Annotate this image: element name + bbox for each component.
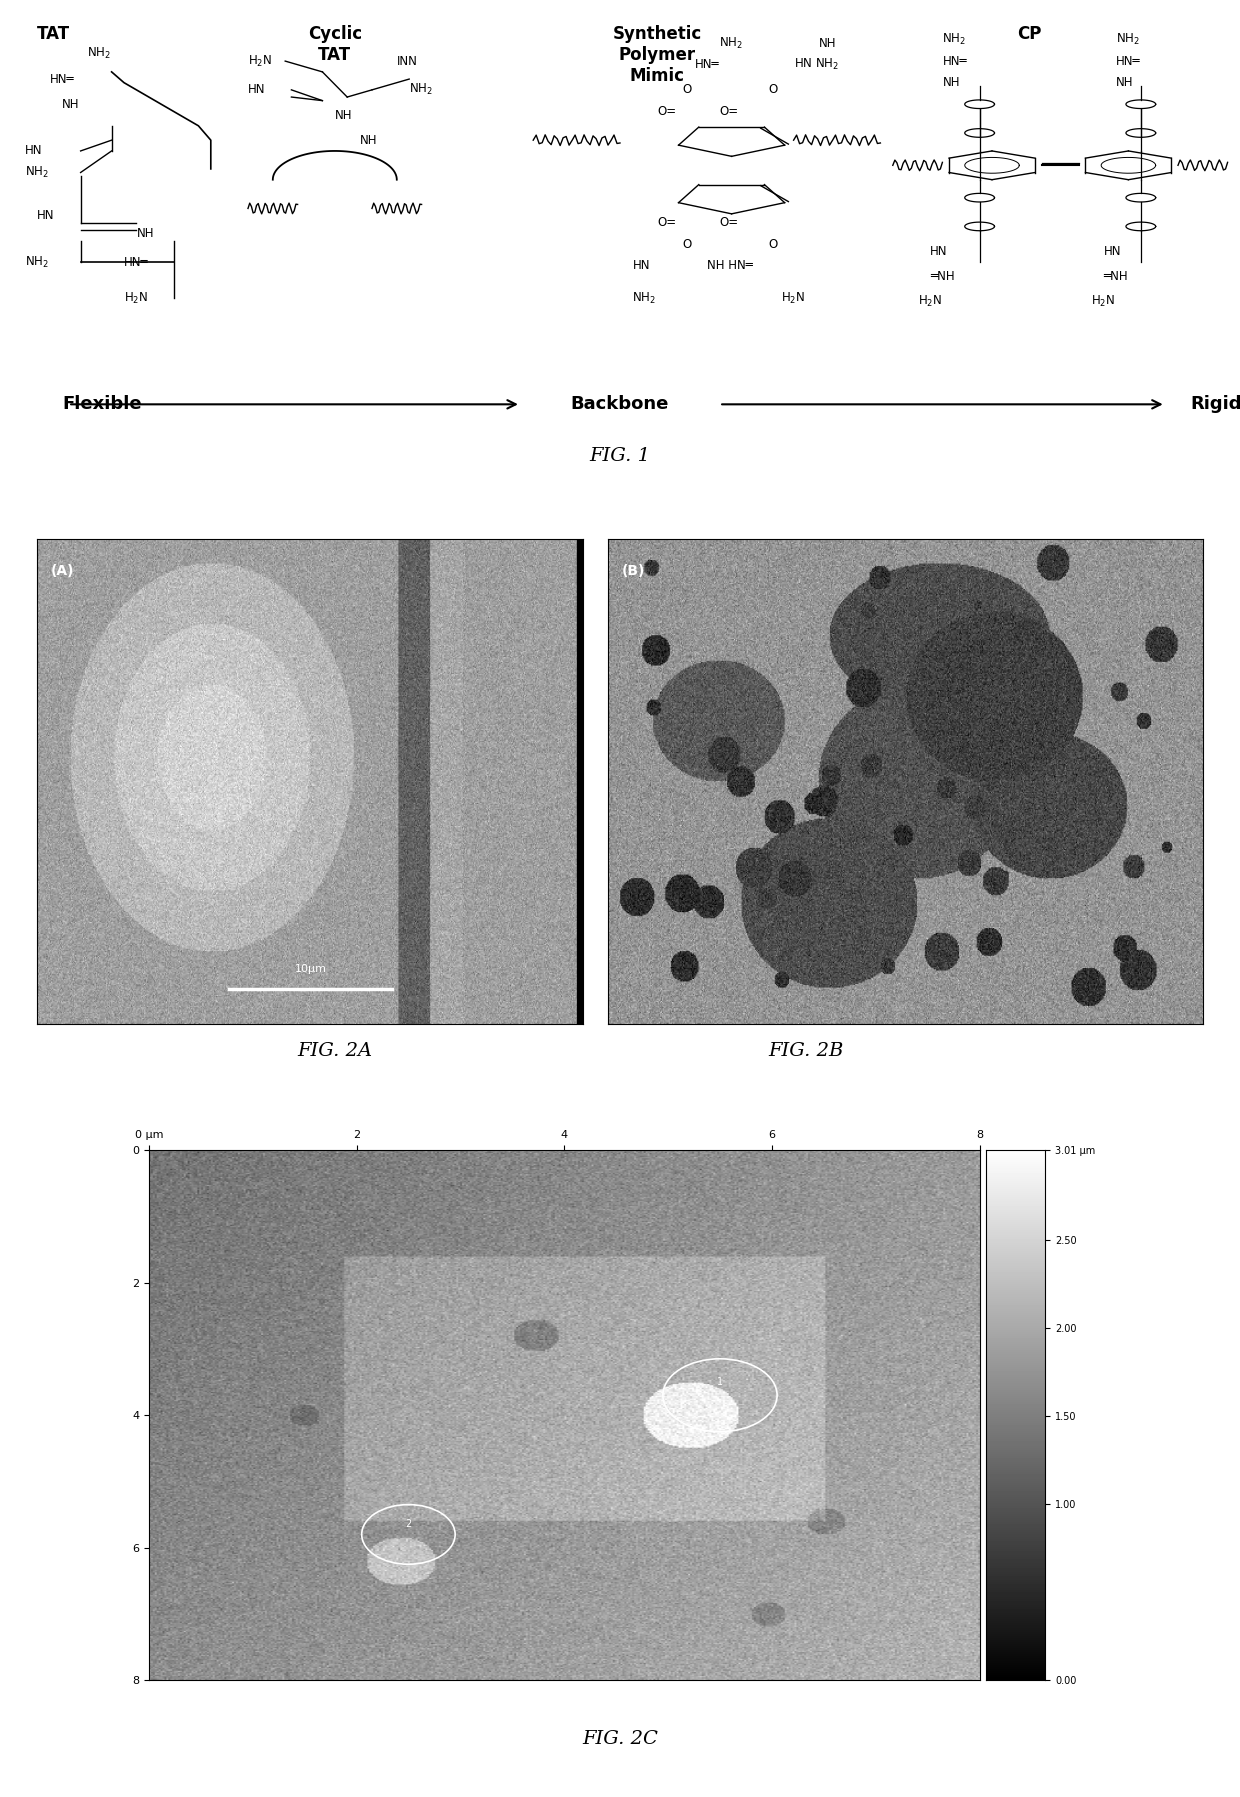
Text: NH: NH	[335, 108, 352, 122]
Text: NH: NH	[360, 133, 377, 147]
Text: HN: HN	[1104, 244, 1121, 259]
Text: NH$_2$: NH$_2$	[25, 165, 48, 180]
Text: FIG. 2C: FIG. 2C	[582, 1729, 658, 1748]
Text: NH: NH	[942, 75, 960, 90]
Text: NH$_2$: NH$_2$	[719, 36, 743, 50]
Text: NH: NH	[1116, 75, 1133, 90]
Text: O=: O=	[719, 216, 738, 230]
Text: TAT: TAT	[37, 25, 71, 43]
Text: FIG. 2B: FIG. 2B	[769, 1042, 843, 1060]
Text: H$_2$N: H$_2$N	[124, 291, 148, 305]
Text: Rigid: Rigid	[1190, 395, 1240, 413]
Text: CP: CP	[1017, 25, 1042, 43]
Text: H$_2$N: H$_2$N	[781, 291, 805, 305]
Text: Flexible: Flexible	[62, 395, 141, 413]
Text: O: O	[682, 237, 691, 252]
Text: Backbone: Backbone	[570, 395, 670, 413]
Text: HN═: HN═	[694, 58, 719, 72]
Text: 2: 2	[405, 1520, 412, 1529]
Text: Cyclic
TAT: Cyclic TAT	[308, 25, 362, 65]
Text: HN: HN	[37, 208, 55, 223]
Text: H$_2$N: H$_2$N	[918, 295, 941, 309]
Text: ═NH: ═NH	[930, 270, 955, 284]
Text: FIG. 1: FIG. 1	[589, 446, 651, 465]
Text: O: O	[682, 83, 691, 97]
Text: FIG. 2A: FIG. 2A	[298, 1042, 372, 1060]
Text: NH$_2$: NH$_2$	[632, 291, 656, 305]
Text: O=: O=	[657, 104, 676, 119]
Text: NH: NH	[818, 36, 836, 50]
Text: HN═: HN═	[942, 54, 967, 68]
Text: O: O	[769, 83, 777, 97]
Text: HN: HN	[248, 83, 265, 97]
Text: HN: HN	[632, 259, 650, 273]
Text: NH$_2$: NH$_2$	[942, 32, 966, 47]
Text: (A): (A)	[51, 564, 74, 579]
Text: Synthetic
Polymer
Mimic: Synthetic Polymer Mimic	[613, 25, 702, 84]
Text: INN: INN	[397, 54, 418, 68]
Text: NH$_2$: NH$_2$	[87, 47, 110, 61]
Text: H$_2$N: H$_2$N	[248, 54, 272, 68]
Text: 1: 1	[717, 1377, 723, 1387]
Text: NH$_2$: NH$_2$	[1116, 32, 1140, 47]
Text: O=: O=	[719, 104, 738, 119]
Text: HN NH$_2$: HN NH$_2$	[794, 58, 838, 72]
Text: ═NH: ═NH	[1104, 270, 1128, 284]
Text: NH$_2$: NH$_2$	[409, 83, 433, 97]
Text: NH$_2$: NH$_2$	[25, 255, 48, 270]
Text: O=: O=	[657, 216, 676, 230]
Text: HN═: HN═	[50, 72, 74, 86]
Text: NH: NH	[62, 97, 79, 111]
Text: HN: HN	[25, 144, 42, 158]
Text: HN═: HN═	[1116, 54, 1141, 68]
Text: HN═: HN═	[124, 255, 149, 270]
Text: (B): (B)	[621, 564, 645, 579]
Text: H$_2$N: H$_2$N	[1091, 295, 1115, 309]
Text: HN: HN	[930, 244, 947, 259]
Text: 10μm: 10μm	[295, 963, 326, 974]
Text: NH HN═: NH HN═	[707, 259, 753, 273]
Text: NH: NH	[136, 226, 154, 241]
Text: O: O	[769, 237, 777, 252]
